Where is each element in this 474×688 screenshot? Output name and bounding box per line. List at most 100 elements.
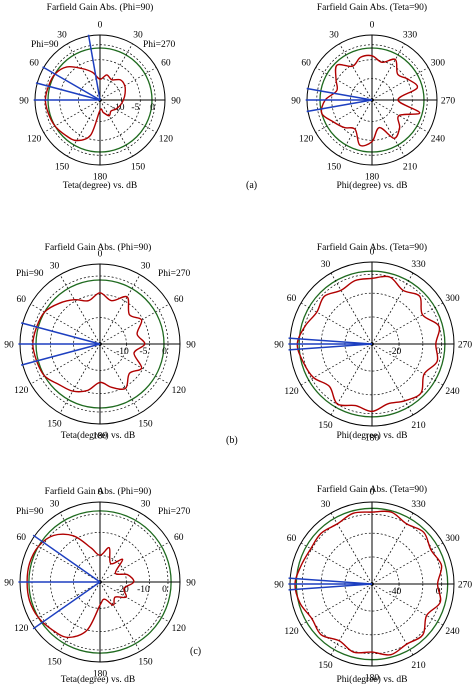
angle-tick-label: 90 (171, 97, 181, 107)
radial-tick-label: 0 (150, 103, 155, 113)
radial-tick-label: -40 (389, 587, 402, 597)
angle-tick-label: 30 (329, 31, 339, 41)
angle-tick-label: 120 (172, 624, 187, 634)
angle-tick-label: 90 (274, 581, 284, 591)
angle-tick-label: 60 (16, 533, 26, 543)
angle-tick-label: 60 (174, 295, 184, 305)
angle-tick-label: 120 (14, 386, 29, 396)
spoke-210 (59, 343, 101, 414)
beam-line-0 (20, 322, 101, 345)
chart-a-left: Farfield Gain Abs. (Phi=90) 0 30 60 90 120 150… (8, 0, 192, 200)
annotation-phi90: Phi=90 (16, 507, 44, 517)
beam-line-2 (32, 581, 101, 630)
angle-tick-label: 120 (284, 627, 299, 637)
spoke-150 (371, 583, 414, 656)
spoke-30 (371, 512, 414, 585)
angle-tick-label: 120 (159, 135, 174, 145)
spoke-300 (300, 542, 373, 585)
angle-tick-label: 240 (445, 387, 460, 397)
angle-tick-label: 330 (403, 31, 418, 41)
spoke-300 (315, 67, 373, 101)
gain-pattern-curve (294, 510, 443, 656)
angle-tick-label: 30 (50, 262, 60, 272)
gain-pattern-curve (320, 54, 421, 147)
angle-tick-label: 150 (131, 162, 146, 172)
gain-pattern-curve (26, 533, 135, 639)
angle-tick-label: 120 (14, 624, 29, 634)
spoke-300 (300, 302, 373, 345)
chart-title: Farfield Gain Abs. (Phi=90) (47, 2, 154, 13)
spoke-330 (67, 43, 101, 101)
spoke-210 (330, 343, 373, 416)
spoke-60 (371, 67, 429, 101)
angle-tick-label: 30 (57, 31, 67, 41)
beam-line-0 (288, 577, 373, 585)
polar-plot: Farfield Gain Abs. (Phi=90)0306090120150… (4, 242, 196, 442)
angle-tick-label: 90 (19, 97, 29, 107)
radial-tick-label: -5 (131, 103, 139, 113)
spoke-330 (330, 512, 373, 585)
angle-tick-label: 30 (133, 31, 143, 41)
beam-line-0 (288, 337, 373, 345)
polar-plot: Farfield Gain Abs. (Teta=90)033030027024… (274, 484, 472, 685)
beam-line-2 (20, 343, 101, 366)
spoke-240 (315, 99, 373, 133)
spoke-240 (43, 99, 101, 133)
angle-tick-label: 180 (93, 670, 108, 680)
radial-tick-label: -10 (137, 585, 150, 595)
caption-a: (a) (246, 180, 258, 191)
polar-plot: Farfield Gain Abs. (Phi=90)0306090120150… (4, 486, 196, 685)
beam-line-2 (288, 343, 373, 351)
angle-tick-label: 240 (445, 627, 460, 637)
annotation-phi270: Phi=270 (143, 40, 176, 50)
angle-tick-label: 90 (274, 341, 284, 351)
angle-tick-label: 210 (411, 661, 426, 671)
angle-tick-label: 210 (403, 162, 418, 172)
beam-line-0 (306, 87, 373, 101)
chart-title: Farfield Gain Abs. (Teta=90) (317, 242, 427, 253)
spoke-210 (59, 581, 101, 652)
angle-tick-label: 240 (431, 135, 446, 145)
beam-line-2 (306, 99, 373, 113)
x-axis-label: Phi(degree) vs. dB (337, 674, 408, 685)
angle-tick-label: 270 (458, 581, 473, 591)
spoke-150 (99, 343, 141, 414)
angle-tick-label: 300 (445, 534, 460, 544)
angle-tick-label: 180 (93, 432, 108, 442)
angle-tick-label: 270 (458, 341, 473, 351)
spoke-120 (99, 99, 157, 133)
angle-tick-label: 60 (301, 59, 311, 69)
spoke-330 (59, 274, 101, 345)
angle-tick-label: 150 (138, 419, 153, 429)
radial-tick-label: -20 (116, 585, 129, 595)
angle-tick-label: 270 (441, 97, 456, 107)
beam-line-1 (42, 66, 101, 101)
chart-c-left: Farfield Gain Abs. (Phi=90) 0 30 60 90 120 150… (4, 484, 196, 685)
x-axis-label: Teta(degree) vs. dB (61, 674, 136, 685)
spoke-30 (99, 512, 141, 583)
beam-line-3 (35, 82, 101, 101)
angle-tick-label: 120 (284, 387, 299, 397)
angle-tick-label: 0 (98, 488, 103, 498)
spoke-60 (371, 542, 444, 585)
radial-tick-label: 0 (162, 347, 167, 357)
radial-tick-label: 0 (436, 587, 441, 597)
spoke-210 (67, 99, 101, 157)
angle-tick-label: 330 (411, 260, 426, 270)
spoke-330 (339, 43, 373, 101)
angle-tick-label: 150 (327, 162, 342, 172)
spoke-240 (30, 581, 101, 623)
angle-tick-label: 150 (47, 657, 62, 667)
spoke-210 (339, 99, 373, 157)
angle-tick-label: 150 (318, 421, 333, 431)
caption-b: (b) (226, 435, 238, 446)
chart-title: Farfield Gain Abs. (Teta=90) (317, 484, 427, 495)
chart-title: Farfield Gain Abs. (Phi=90) (45, 242, 152, 253)
spoke-30 (99, 274, 141, 345)
chart-b-right: Farfield Gain Abs. (Teta=90) 0 330 300 270 24… (274, 240, 472, 444)
angle-tick-label: 120 (27, 135, 42, 145)
angle-tick-label: 150 (47, 419, 62, 429)
x-axis-label: Teta(degree) vs. dB (61, 430, 136, 441)
spoke-120 (371, 343, 444, 386)
angle-tick-label: 0 (370, 248, 375, 258)
